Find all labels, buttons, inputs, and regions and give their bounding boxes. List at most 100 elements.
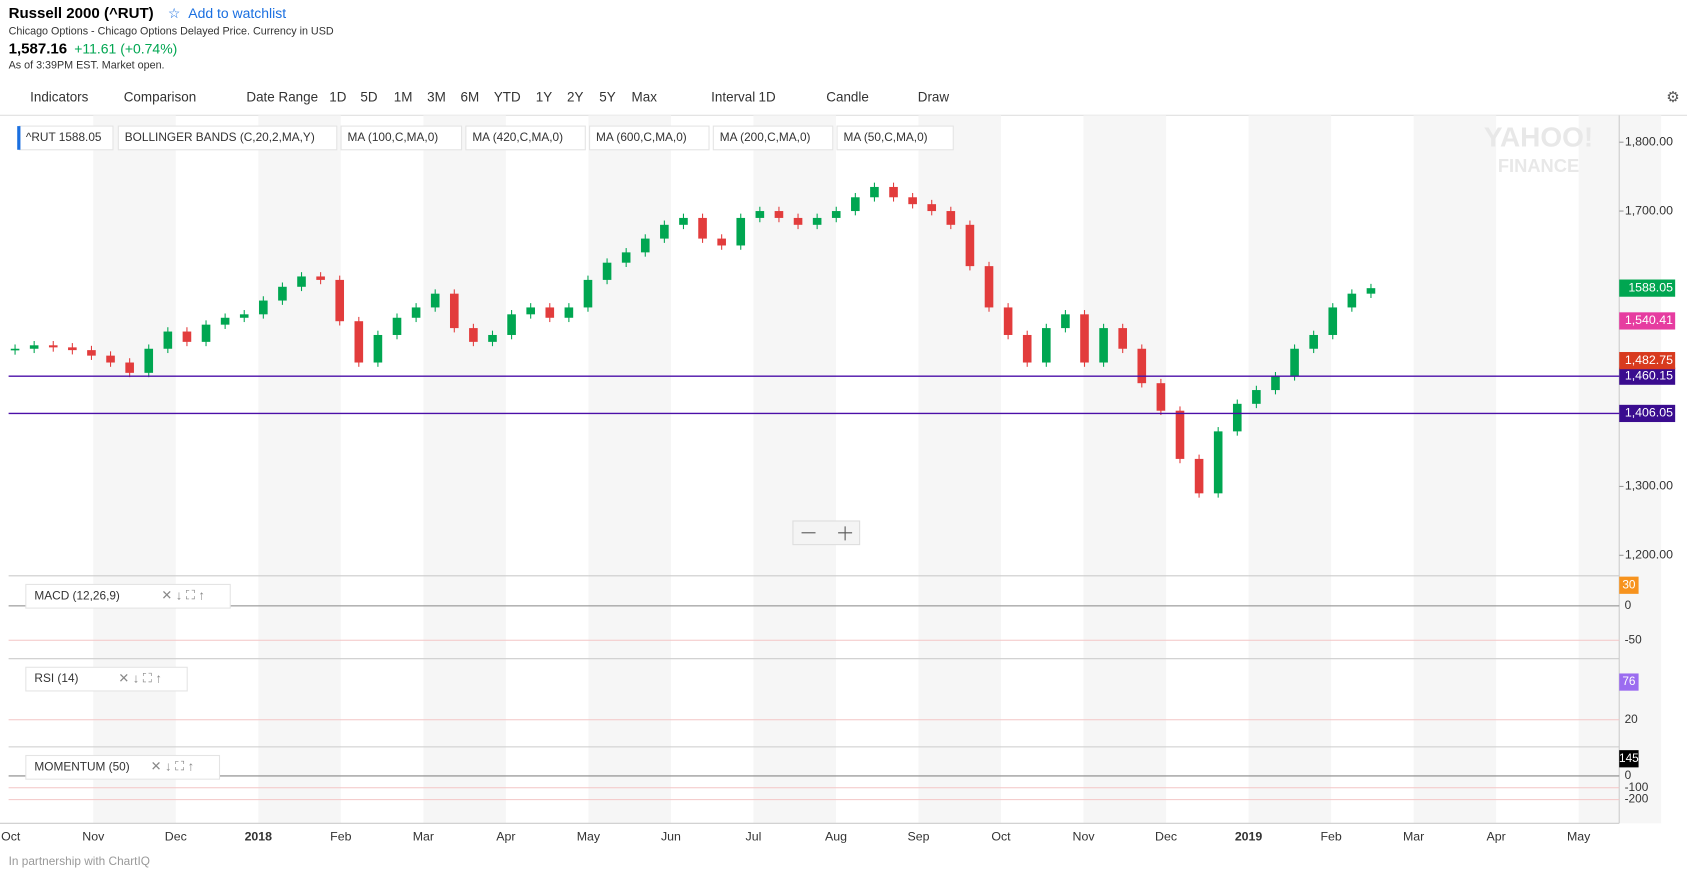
study-label[interactable]: MA (600,C,MA,0) xyxy=(596,130,687,144)
settings-icon[interactable]: ⚙ xyxy=(1666,89,1680,106)
candle xyxy=(1137,348,1147,384)
panel-controls[interactable]: ✕ ↓ ⛶ ↑ xyxy=(161,588,205,603)
candle xyxy=(259,300,268,315)
panel-controls[interactable]: ✕ ↓ ⛶ ↑ xyxy=(118,671,162,686)
candle xyxy=(106,355,115,363)
x-tick-label: Feb xyxy=(330,830,351,844)
toolbar-item[interactable]: 1D xyxy=(329,90,346,105)
candle xyxy=(870,186,879,198)
candle xyxy=(125,362,134,373)
candle xyxy=(163,331,173,349)
study-tag[interactable] xyxy=(340,125,463,151)
toolbar-item[interactable]: Comparison xyxy=(124,90,196,105)
candle xyxy=(87,350,96,356)
study-tag[interactable] xyxy=(589,125,710,151)
month-shade xyxy=(588,115,671,824)
panel-tag[interactable] xyxy=(25,666,188,692)
toolbar-item[interactable]: Indicators xyxy=(30,90,89,105)
panel-flag-label: 76 xyxy=(1622,674,1636,688)
zoom-in[interactable] xyxy=(838,526,853,541)
candle xyxy=(10,348,20,351)
toolbar-item[interactable]: Draw xyxy=(918,90,950,105)
study-label[interactable]: BOLLINGER BANDS (C,20,2,MA,Y) xyxy=(125,130,315,144)
study-label[interactable]: ^RUT 1588.05 xyxy=(26,130,102,144)
study-label[interactable]: MA (100,C,MA,0) xyxy=(348,130,439,144)
month-shade xyxy=(93,115,176,824)
month-shade xyxy=(1413,115,1497,824)
toolbar-item[interactable]: 6M xyxy=(460,90,479,105)
y-tick-label: -50 xyxy=(1625,632,1643,646)
candle xyxy=(679,217,688,225)
y-tick-label: 1,300.00 xyxy=(1625,479,1673,493)
candle xyxy=(411,307,421,318)
study-tag[interactable] xyxy=(465,125,586,151)
panel-name[interactable]: MACD (12,26,9) xyxy=(34,588,120,602)
panel-flag xyxy=(1619,576,1639,594)
candle xyxy=(1232,403,1242,432)
month-shade xyxy=(918,115,1002,824)
study-tag[interactable] xyxy=(117,125,338,151)
level-label: 1,406.05 xyxy=(1625,406,1673,420)
candle xyxy=(660,224,669,239)
source: Chicago Options - Chicago Options Delaye… xyxy=(9,25,334,37)
x-tick-label: Nov xyxy=(82,830,105,844)
toolbar-item[interactable]: Date Range xyxy=(246,90,318,105)
candle xyxy=(640,238,650,253)
y-tick-label: 0 xyxy=(1625,768,1632,782)
x-tick-label: Aug xyxy=(825,830,847,844)
price-flag xyxy=(1619,279,1676,297)
study-label[interactable]: MA (50,C,MA,0) xyxy=(844,130,928,144)
title: Russell 2000 (^RUT) xyxy=(9,5,154,22)
x-tick-label: 2018 xyxy=(245,830,273,844)
panel-name[interactable]: MOMENTUM (50) xyxy=(34,759,129,773)
toolbar-item[interactable]: Candle xyxy=(826,90,869,105)
candle xyxy=(144,348,154,373)
toolbar-item[interactable]: YTD xyxy=(494,90,521,105)
toolbar-item[interactable]: Interval xyxy=(711,90,755,105)
zoom-box[interactable] xyxy=(792,520,861,546)
watchlist-link[interactable]: Add to watchlist xyxy=(188,5,286,21)
study-label[interactable]: MA (420,C,MA,0) xyxy=(472,130,563,144)
candle xyxy=(583,279,593,308)
y-tick-label: -200 xyxy=(1625,792,1649,806)
candle xyxy=(908,197,917,205)
candle xyxy=(297,276,306,287)
toolbar-item[interactable]: Max xyxy=(632,90,658,105)
candle xyxy=(1118,328,1127,349)
toolbar-item[interactable]: 2Y xyxy=(567,90,583,105)
study-label[interactable]: MA (200,C,MA,0) xyxy=(720,130,811,144)
toolbar-item[interactable]: 5Y xyxy=(599,90,615,105)
candle xyxy=(1194,458,1204,494)
candle xyxy=(1156,383,1166,411)
study-marker xyxy=(17,126,21,150)
panel-name[interactable]: RSI (14) xyxy=(34,671,78,685)
panel-tag[interactable] xyxy=(25,754,221,780)
candle xyxy=(1366,288,1376,294)
candle xyxy=(220,317,230,325)
toolbar-item[interactable]: 3M xyxy=(427,90,446,105)
star-icon[interactable]: ☆ xyxy=(168,5,181,21)
x-tick-label: Mar xyxy=(413,830,434,844)
candle xyxy=(29,345,39,349)
toolbar-item[interactable]: 1D xyxy=(759,90,776,105)
month-shade xyxy=(258,115,341,824)
change: +11.61 (+0.74%) xyxy=(74,40,177,56)
candle xyxy=(1042,328,1051,363)
study-tag[interactable] xyxy=(712,125,834,151)
panel-controls[interactable]: ✕ ↓ ⛶ ↑ xyxy=(151,759,195,774)
candle xyxy=(736,217,746,246)
toolbar-item[interactable]: 1M xyxy=(394,90,413,105)
panel-flag xyxy=(1619,750,1639,768)
toolbar-item[interactable]: 1Y xyxy=(536,90,552,105)
x-tick-label: May xyxy=(577,830,601,844)
study-tag[interactable] xyxy=(836,125,954,151)
candle xyxy=(182,331,192,342)
panel-tag[interactable] xyxy=(25,583,231,609)
candle xyxy=(1003,307,1013,335)
month-shade xyxy=(1578,115,1662,824)
price-flag-label: 1588.05 xyxy=(1628,280,1673,294)
level-flag xyxy=(1619,404,1676,423)
toolbar-item[interactable]: 5D xyxy=(360,90,377,105)
x-tick-label: Dec xyxy=(165,830,187,844)
